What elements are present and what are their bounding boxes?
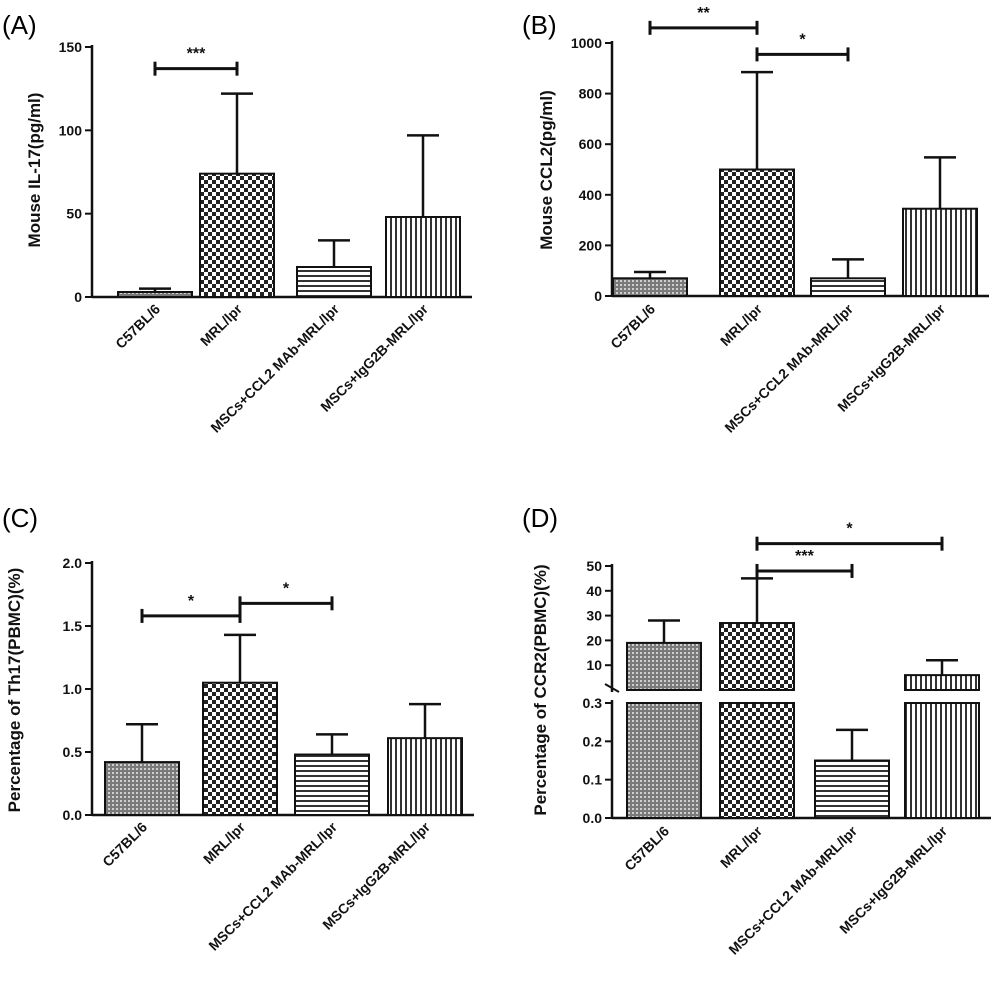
panel-label: (C) <box>2 503 38 533</box>
significance-label: ** <box>697 5 710 22</box>
bar <box>202 681 278 817</box>
bar-lower-segment <box>626 702 702 819</box>
y-tick-label: 20 <box>586 632 602 648</box>
bar <box>104 761 180 817</box>
bar <box>612 277 688 298</box>
y-tick-label: 600 <box>579 136 603 152</box>
panel-b: (B) Mouse CCL2(pg/ml) 0 200 400 600 800 1000 C… <box>522 5 989 436</box>
axis-break-mark <box>604 683 620 693</box>
y-tick-label: 400 <box>579 187 603 203</box>
y-tick-label: 1.0 <box>63 681 83 697</box>
x-tick-label: C57BL/6 <box>112 301 163 352</box>
x-tick-label: C57BL/6 <box>99 819 150 870</box>
y-tick-label: 800 <box>579 86 603 102</box>
panel-d: (D) Percentage of CCR2(PBMC)(%) 0.0 0.1 0.… <box>522 503 991 958</box>
bar <box>902 207 978 297</box>
y-tick-label: 0.0 <box>583 810 603 826</box>
y-axis-label: Percentage of Th17(PBMC)(%) <box>5 568 24 813</box>
significance-label: *** <box>795 548 814 565</box>
y-tick-label: 0.5 <box>63 744 83 760</box>
y-tick-label: 150 <box>59 39 83 55</box>
x-tick-label: MRL/lpr <box>197 300 246 349</box>
y-tick-label: 30 <box>586 608 602 624</box>
y-tick-label: 1.5 <box>63 618 83 634</box>
bar <box>810 277 886 298</box>
x-tick-label: C57BL/6 <box>621 823 672 874</box>
x-tick-label: C57BL/6 <box>607 301 658 352</box>
bar <box>296 266 372 298</box>
bar <box>117 291 193 298</box>
x-tick-label: MRL/lpr <box>717 300 766 349</box>
significance-label: * <box>799 31 806 48</box>
bar <box>385 216 461 298</box>
y-tick-label: 0.0 <box>63 807 83 823</box>
significance-label: * <box>283 580 290 597</box>
y-tick-label: 50 <box>586 558 602 574</box>
bar <box>719 622 795 691</box>
panel-a: (A) Mouse IL-17(pg/ml) 0 50 100 150 C57BL/6 M… <box>2 10 472 436</box>
bar <box>294 753 370 817</box>
x-tick-label: MRL/lpr <box>200 818 249 867</box>
y-tick-label: 0.1 <box>583 772 603 788</box>
y-tick-label: 10 <box>586 657 602 673</box>
bar <box>719 168 795 297</box>
bar <box>626 641 702 692</box>
panel-label: (D) <box>522 503 558 533</box>
y-tick-label: 50 <box>66 206 82 222</box>
panel-label: (A) <box>2 10 37 40</box>
y-axis-label: Mouse CCL2(pg/ml) <box>537 90 556 250</box>
panel-c: (C) Percentage of Th17(PBMC)(%) 0.0 0.5 1.… <box>2 503 474 954</box>
x-tick-label: MRL/lpr <box>717 822 766 871</box>
significance-label: * <box>188 593 195 610</box>
bar-lower-segment <box>904 702 980 819</box>
y-tick-label: 200 <box>579 237 603 253</box>
significance-label: * <box>846 521 853 538</box>
y-tick-label: 2.0 <box>63 555 83 571</box>
bar <box>904 674 980 691</box>
y-tick-label: 100 <box>59 122 83 138</box>
y-tick-label: 40 <box>586 583 602 599</box>
x-tick-label: MSCs+IgG2B-MRL/lpr <box>834 300 948 414</box>
significance-label: *** <box>187 46 206 63</box>
y-axis-label: Percentage of CCR2(PBMC)(%) <box>531 564 550 815</box>
bar <box>199 172 275 299</box>
bar-lower-segment <box>719 702 795 819</box>
y-tick-label: 1000 <box>571 35 602 51</box>
y-tick-label: 0 <box>594 288 602 304</box>
y-axis-label: Mouse IL-17(pg/ml) <box>25 93 44 248</box>
bar <box>814 759 890 819</box>
panel-label: (B) <box>522 10 557 40</box>
bar <box>387 737 463 817</box>
y-tick-label: 0.3 <box>583 695 603 711</box>
y-tick-label: 0.2 <box>583 733 603 749</box>
y-tick-label: 0 <box>74 289 82 305</box>
x-tick-label: MSCs+IgG2B-MRL/lpr <box>319 818 433 932</box>
